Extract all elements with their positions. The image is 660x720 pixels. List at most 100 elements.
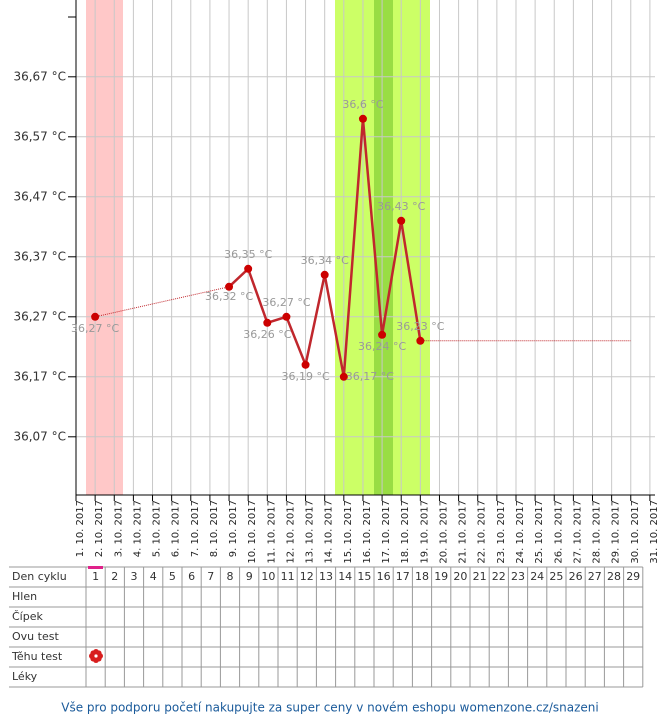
cycle-day: 8 — [227, 570, 234, 583]
pregnancy-icon — [89, 649, 103, 663]
y-tick-label: 36,67 °C — [13, 69, 66, 83]
cycle-day: 1 — [92, 570, 99, 583]
row-label: Léky — [12, 670, 38, 683]
x-tick-label: 18. 10. 2017 — [400, 500, 411, 564]
x-tick-label: 6. 10. 2017 — [171, 500, 182, 557]
y-tick-label: 36,07 °C — [13, 429, 66, 443]
cycle-day: 24 — [530, 570, 544, 583]
cycle-day: 15 — [357, 570, 371, 583]
x-tick-label: 5. 10. 2017 — [152, 500, 163, 557]
cycle-day: 22 — [492, 570, 506, 583]
cycle-day: 28 — [607, 570, 621, 583]
footer-link[interactable]: Vše pro podporu početí nakupujte za supe… — [61, 701, 598, 715]
data-label: 36,24 °C — [358, 340, 406, 353]
data-label: 36,19 °C — [281, 370, 329, 383]
cycle-day: 9 — [246, 570, 253, 583]
data-label: 36,6 °C — [342, 98, 383, 111]
x-tick-label: 28. 10. 2017 — [592, 500, 603, 564]
data-label: 36,23 °C — [396, 320, 444, 333]
cycle-day: 10 — [261, 570, 275, 583]
point — [91, 312, 100, 321]
x-tick-label: 24. 10. 2017 — [515, 500, 526, 564]
x-tick-label: 4. 10. 2017 — [132, 500, 143, 557]
data-label: 36,27 °C — [262, 296, 310, 309]
data-label: 36,32 °C — [205, 290, 253, 303]
menstruation-band — [86, 0, 123, 495]
row-label: Hlen — [12, 590, 37, 603]
x-tick-label: 17. 10. 2017 — [381, 500, 392, 564]
cycle-day: 29 — [626, 570, 640, 583]
x-tick-label: 2. 10. 2017 — [94, 500, 105, 557]
x-tick-label: 7. 10. 2017 — [190, 500, 201, 557]
point — [416, 336, 425, 345]
point — [320, 270, 329, 279]
y-tick-label: 36,47 °C — [13, 189, 66, 203]
cycle-day: 2 — [111, 570, 118, 583]
row-label: Den cyklu — [12, 570, 67, 583]
data-label: 36,26 °C — [243, 328, 291, 341]
point — [339, 372, 348, 381]
x-tick-label: 27. 10. 2017 — [572, 500, 583, 564]
x-tick-label: 23. 10. 2017 — [496, 500, 507, 564]
cycle-day: 23 — [511, 570, 525, 583]
x-tick-label: 29. 10. 2017 — [611, 500, 622, 564]
point — [244, 264, 253, 273]
cycle-day: 11 — [281, 570, 295, 583]
x-tick-label: 15. 10. 2017 — [343, 500, 354, 564]
point — [378, 330, 387, 339]
point — [282, 312, 291, 321]
cycle-day: 6 — [188, 570, 195, 583]
x-tick-label: 11. 10. 2017 — [266, 500, 277, 564]
cycle-day: 13 — [319, 570, 333, 583]
x-tick-label: 14. 10. 2017 — [324, 500, 335, 564]
x-tick-label: 9. 10. 2017 — [228, 500, 239, 557]
x-tick-label: 12. 10. 2017 — [285, 500, 296, 564]
point — [397, 216, 406, 225]
x-tick-label: 13. 10. 2017 — [305, 500, 316, 564]
y-tick-label: 36,27 °C — [13, 309, 66, 323]
cycle-day: 21 — [473, 570, 487, 583]
cycle-day: 18 — [415, 570, 429, 583]
today-marker — [88, 566, 103, 569]
cycle-day: 27 — [588, 570, 602, 583]
x-tick-label: 25. 10. 2017 — [534, 500, 545, 564]
connector — [95, 286, 230, 318]
data-label: 36,43 °C — [377, 200, 425, 213]
y-tick-label: 36,17 °C — [13, 369, 66, 383]
cycle-day: 14 — [338, 570, 352, 583]
row-label: Čípek — [12, 610, 43, 623]
cycle-day: 7 — [207, 570, 214, 583]
cycle-day: 17 — [396, 570, 410, 583]
x-tick-label: 20. 10. 2017 — [438, 500, 449, 564]
x-tick-label: 31. 10. 2017 — [649, 500, 660, 564]
data-label: 36,27 °C — [71, 322, 119, 335]
y-tick-label: 36,57 °C — [13, 129, 66, 143]
x-tick-label: 3. 10. 2017 — [113, 500, 124, 557]
point — [263, 318, 272, 327]
x-tick-label: 8. 10. 2017 — [209, 500, 220, 557]
cycle-day: 26 — [569, 570, 583, 583]
cycle-day: 16 — [377, 570, 391, 583]
cycle-day: 20 — [453, 570, 467, 583]
point — [358, 114, 367, 123]
x-tick-label: 19. 10. 2017 — [419, 500, 430, 564]
cycle-day: 5 — [169, 570, 176, 583]
data-label: 36,35 °C — [224, 248, 272, 261]
cycle-day: 12 — [300, 570, 314, 583]
cycle-day: 19 — [434, 570, 448, 583]
cycle-day: 3 — [131, 570, 138, 583]
x-tick-label: 22. 10. 2017 — [477, 500, 488, 564]
ovulation-band — [374, 0, 393, 495]
x-tick-label: 30. 10. 2017 — [630, 500, 641, 564]
x-tick-label: 21. 10. 2017 — [458, 500, 469, 564]
x-tick-label: 10. 10. 2017 — [247, 500, 258, 564]
y-tick-label: 36,37 °C — [13, 249, 66, 263]
point — [225, 282, 234, 291]
data-label: 36,34 °C — [301, 254, 349, 267]
data-label: 36,17 °C — [346, 370, 394, 383]
point — [301, 360, 310, 369]
x-tick-label: 16. 10. 2017 — [362, 500, 373, 564]
x-tick-label: 26. 10. 2017 — [553, 500, 564, 564]
